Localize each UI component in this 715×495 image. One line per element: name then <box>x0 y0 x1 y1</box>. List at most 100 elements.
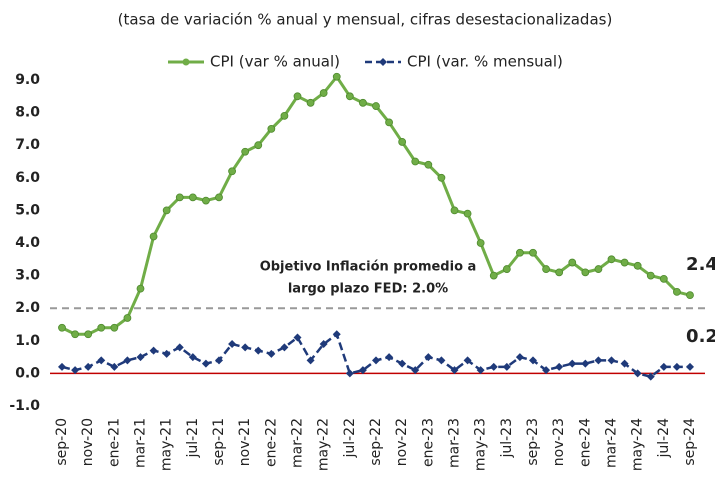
x-tick-label: mar-23 <box>447 418 463 468</box>
point <box>568 258 577 267</box>
point <box>555 362 564 371</box>
point <box>437 356 446 365</box>
y-tick-label: 7.0 <box>15 137 40 153</box>
series-line <box>61 332 690 379</box>
point <box>476 366 485 375</box>
legend-marker <box>379 58 387 66</box>
point <box>58 362 66 371</box>
point <box>267 124 276 133</box>
point <box>502 362 511 371</box>
x-tick-label: sep-22 <box>368 418 384 466</box>
point <box>306 356 315 365</box>
x-tick-label: nov-22 <box>394 418 410 466</box>
point <box>489 362 498 371</box>
point <box>607 255 616 264</box>
y-tick-label: 8.0 <box>15 105 40 121</box>
x-tick-label: jul-21 <box>185 418 201 459</box>
point <box>175 193 184 202</box>
data-label: 2.4 <box>686 254 715 275</box>
point <box>385 118 393 127</box>
point <box>686 362 694 371</box>
point <box>516 248 524 257</box>
point <box>241 147 250 156</box>
x-tick-label: jul-24 <box>656 418 672 459</box>
point <box>620 359 629 368</box>
point <box>110 323 119 332</box>
annotation: largo plazo FED: 2.0% <box>288 282 448 297</box>
point <box>110 362 119 371</box>
point <box>542 366 551 375</box>
point <box>372 356 380 365</box>
x-tick-label: nov-23 <box>551 418 567 466</box>
point <box>398 138 407 146</box>
data-label: 0.2 <box>686 326 715 347</box>
legend-marker <box>182 58 190 66</box>
x-tick-label: jul-22 <box>342 418 358 459</box>
point <box>97 356 106 365</box>
x-tick-label: may-22 <box>316 418 332 471</box>
y-tick-label: 2.0 <box>15 300 40 316</box>
point <box>71 330 79 339</box>
point <box>646 372 655 381</box>
point <box>58 323 66 332</box>
x-tick-label: mar-21 <box>133 418 149 468</box>
x-tick-label: may-24 <box>630 418 646 471</box>
point <box>398 359 407 368</box>
point <box>188 353 197 362</box>
point <box>188 193 197 202</box>
x-tick-label: jul-23 <box>499 418 515 459</box>
point <box>345 369 354 378</box>
chart-subtitle: (tasa de variación % anual y mensual, ci… <box>118 11 613 29</box>
point <box>424 353 433 362</box>
point <box>555 268 564 277</box>
point <box>581 268 590 277</box>
y-tick-label: 1.0 <box>15 333 40 349</box>
point <box>215 356 223 365</box>
point <box>149 346 158 355</box>
x-tick-label: mar-24 <box>604 418 620 468</box>
point <box>84 362 93 371</box>
x-tick-label: mar-22 <box>290 418 306 468</box>
point <box>254 141 263 150</box>
point <box>280 343 289 352</box>
point <box>450 206 459 215</box>
point <box>463 356 472 365</box>
point <box>411 366 420 375</box>
point <box>345 92 354 101</box>
point <box>659 274 668 283</box>
x-tick-label: ene-23 <box>420 418 436 467</box>
point <box>502 265 511 273</box>
y-tick-label: 6.0 <box>15 170 40 186</box>
point <box>332 72 341 81</box>
point <box>201 359 210 368</box>
point <box>673 287 681 296</box>
point <box>162 349 171 358</box>
point <box>686 291 694 300</box>
y-tick-label: 5.0 <box>15 202 40 218</box>
point <box>594 265 603 273</box>
point <box>84 330 93 339</box>
y-tick-label: 9.0 <box>15 72 40 88</box>
point <box>162 206 171 215</box>
point <box>293 333 302 342</box>
point <box>515 353 524 362</box>
point <box>123 356 132 365</box>
point <box>175 343 184 352</box>
point <box>607 356 616 365</box>
point <box>293 92 302 101</box>
x-tick-label: sep-21 <box>211 418 227 466</box>
point <box>358 366 367 375</box>
x-tick-label: nov-20 <box>80 418 96 466</box>
point <box>97 323 106 332</box>
point <box>568 359 577 368</box>
y-tick-label: 0.0 <box>15 365 40 381</box>
x-tick-label: ene-21 <box>106 418 122 467</box>
point <box>489 271 498 280</box>
y-tick-label: -1.0 <box>9 398 40 414</box>
point <box>202 196 210 205</box>
point <box>437 173 446 182</box>
point <box>594 356 603 365</box>
x-tick-label: sep-20 <box>54 418 70 466</box>
point <box>633 369 642 378</box>
